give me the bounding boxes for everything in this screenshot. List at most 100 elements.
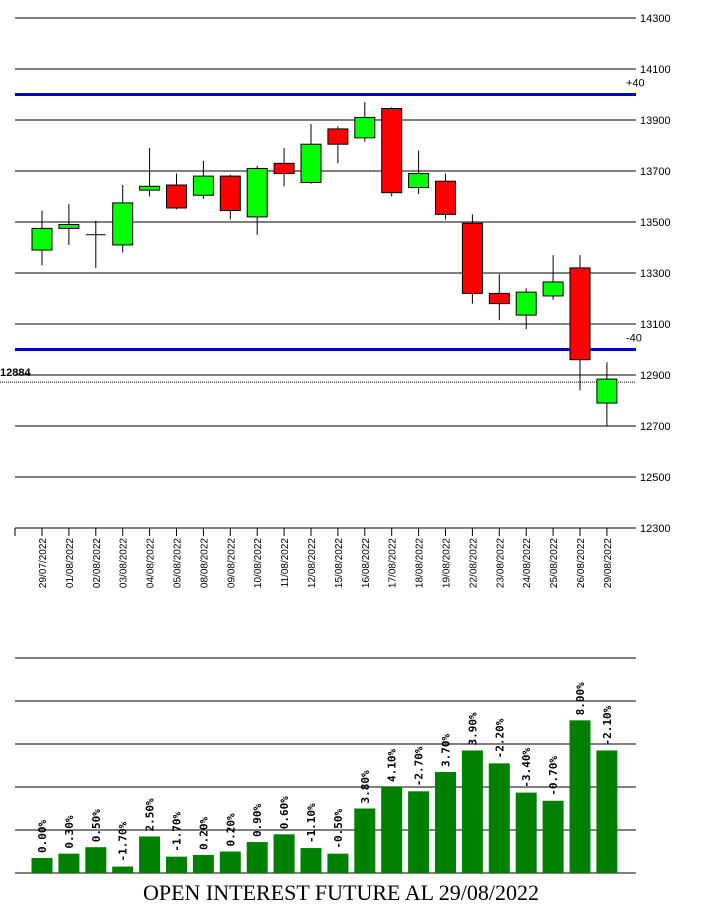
bar — [488, 763, 510, 873]
candle — [596, 362, 618, 426]
candle — [219, 174, 241, 220]
x-tick-label: 15/08/2022 — [334, 538, 345, 588]
x-tick-label: 09/08/2022 — [226, 538, 237, 588]
candle — [139, 148, 161, 197]
bar-label: -3.40% — [520, 747, 533, 787]
candle-body — [569, 267, 591, 361]
open-interest-bars: 0.00% 0.30% 0.50% -1.70% 2.50% -1.70% 0.20% 0.2… — [31, 682, 618, 873]
bar-label: -2.20% — [493, 718, 506, 758]
bar-label: -1.70% — [171, 812, 184, 852]
y-tick-label: 12300 — [640, 523, 671, 535]
candle — [515, 288, 537, 330]
bar-label: 3.80% — [359, 770, 372, 803]
bar-label: 0.90% — [251, 804, 264, 837]
bar — [461, 750, 483, 873]
candle — [461, 214, 483, 304]
bar-label: 0.00% — [36, 819, 49, 852]
bar-label: 0.20% — [224, 813, 237, 846]
bar — [58, 853, 80, 873]
x-tick-label: 04/08/2022 — [146, 538, 157, 588]
candle-body — [139, 185, 161, 191]
bar — [435, 771, 456, 873]
x-tick-label: 10/08/2022 — [253, 538, 264, 588]
chart-title: OPEN INTEREST FUTURE AL 29/08/2022 — [143, 880, 539, 905]
candle — [58, 204, 80, 245]
candle — [381, 107, 403, 197]
candle — [408, 150, 430, 194]
candle — [327, 126, 349, 164]
bar — [408, 791, 430, 873]
candle-body — [58, 224, 80, 229]
bar — [192, 854, 214, 873]
x-tick-label: 18/08/2022 — [415, 538, 426, 588]
bar-label: 3.90% — [466, 712, 479, 745]
candle — [569, 255, 591, 391]
candle-body — [219, 175, 241, 212]
bar — [112, 866, 134, 873]
bar — [381, 787, 403, 873]
candle-body — [166, 184, 187, 209]
y-tick-label: 13500 — [640, 217, 671, 229]
candle-body — [327, 128, 349, 145]
bar — [139, 836, 161, 873]
y-tick-label: 13700 — [640, 166, 671, 178]
bar — [273, 834, 295, 873]
bar — [596, 750, 618, 873]
reference-line-label: +40 — [626, 78, 645, 90]
bar-label: 0.20% — [197, 816, 210, 849]
y-tick-label: 12700 — [640, 421, 671, 433]
price-axis: 14300 14100 13900 13700 13500 13300 13100 12900… — [640, 13, 671, 535]
candle — [354, 102, 376, 142]
candle — [488, 274, 510, 321]
candle-body — [31, 227, 53, 251]
candle-body — [596, 378, 618, 404]
x-tick-label: 23/08/2022 — [495, 538, 506, 588]
x-tick-label: 08/08/2022 — [199, 538, 210, 588]
bar-label: 3.70% — [440, 733, 453, 766]
candle — [85, 220, 106, 268]
candle-body — [300, 143, 322, 183]
bar — [327, 853, 349, 873]
candle — [166, 173, 187, 210]
bar — [219, 851, 241, 873]
bar-label: 0.30% — [63, 815, 76, 848]
bar-label: -2.10% — [601, 705, 614, 745]
bar-label: -0.70% — [547, 756, 560, 796]
reference-line-label: -40 — [626, 333, 642, 345]
candle — [31, 210, 53, 266]
x-tick-label: 05/08/2022 — [173, 538, 184, 588]
x-tick-label: 22/08/2022 — [468, 538, 479, 588]
x-tick-label: 29/08/2022 — [603, 538, 614, 588]
bar-label: -1.10% — [305, 803, 318, 843]
date-axis: 29/07/2022 01/08/2022 02/08/2022 03/08/2022… — [14, 527, 636, 588]
x-tick-label: 26/08/2022 — [576, 538, 587, 588]
bar — [542, 800, 564, 873]
x-tick-label: 01/08/2022 — [65, 538, 76, 588]
x-tick-label: 19/08/2022 — [442, 538, 453, 588]
bar-label: 2.50% — [144, 798, 157, 831]
candle — [273, 148, 295, 187]
bar-label: 0.60% — [278, 796, 291, 829]
bar — [166, 856, 187, 873]
x-tick-label: 24/08/2022 — [522, 538, 533, 588]
candle-body — [112, 202, 134, 246]
bar — [354, 808, 376, 873]
candle-body — [488, 292, 510, 305]
bar — [85, 847, 107, 873]
candle-body — [515, 291, 537, 316]
bar-label: -0.50% — [332, 809, 345, 849]
candle-body — [192, 175, 214, 196]
candle-body — [461, 222, 483, 294]
bar-label: 0.50% — [90, 809, 103, 842]
candle-body — [542, 281, 564, 297]
candle — [435, 173, 456, 220]
bar-label: -1.70% — [117, 821, 130, 861]
candle-body — [381, 108, 403, 194]
x-tick-label: 11/08/2022 — [280, 538, 291, 588]
x-tick-label: 02/08/2022 — [92, 538, 103, 588]
candle — [542, 255, 564, 300]
candle — [192, 160, 214, 200]
y-tick-label: 14300 — [640, 13, 671, 25]
bar — [246, 842, 268, 873]
